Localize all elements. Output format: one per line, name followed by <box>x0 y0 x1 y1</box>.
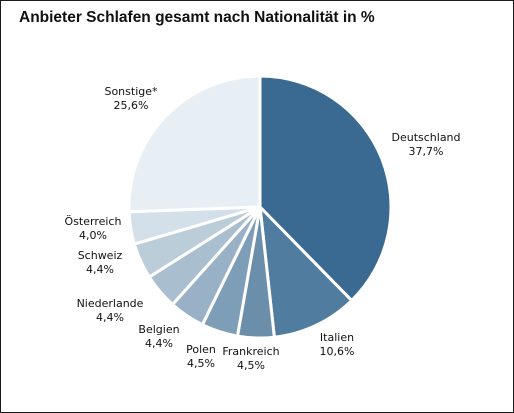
slice-name: Italien <box>320 331 354 344</box>
slice-label-sonstige: Sonstige* 25,6% <box>104 85 158 112</box>
slice-value: 4,0% <box>79 229 107 242</box>
slice-value: 25,6% <box>114 99 149 112</box>
pie-slice-sonstige <box>127 74 262 214</box>
slice-value: 4,4% <box>86 263 114 276</box>
slice-label-schweiz: Schweiz 4,4% <box>78 249 123 276</box>
chart-title: Anbieter Schlafen gesamt nach Nationalit… <box>19 9 375 26</box>
slice-name: Sonstige* <box>104 85 158 98</box>
slice-value: 10,6% <box>320 345 355 358</box>
slice-value: 4,4% <box>145 337 173 350</box>
pie-slice-italien <box>258 205 354 339</box>
slice-label-österreich: Österreich 4,0% <box>65 215 122 242</box>
slice-name: Belgien <box>138 323 179 336</box>
slice-value: 4,4% <box>96 311 124 324</box>
slice-label-italien: Italien 10,6% <box>320 331 355 358</box>
slice-name: Österreich <box>65 215 122 228</box>
slice-name: Schweiz <box>78 249 123 262</box>
slice-name: Polen <box>186 343 216 356</box>
slice-label-belgien: Belgien 4,4% <box>138 323 179 350</box>
slice-value: 37,7% <box>409 145 444 158</box>
slice-label-niederlande: Niederlande 4,4% <box>77 297 144 324</box>
slice-name: Niederlande <box>77 297 144 310</box>
slice-label-polen: Polen 4,5% <box>186 343 216 370</box>
pie-slice-deutschland <box>258 74 393 303</box>
slice-name: Frankreich <box>222 345 279 358</box>
slice-label-deutschland: Deutschland 37,7% <box>391 131 460 158</box>
slice-value: 4,5% <box>237 359 265 372</box>
slice-value: 4,5% <box>187 357 215 370</box>
slice-name: Deutschland <box>391 131 460 144</box>
slice-label-frankreich: Frankreich 4,5% <box>222 345 279 372</box>
